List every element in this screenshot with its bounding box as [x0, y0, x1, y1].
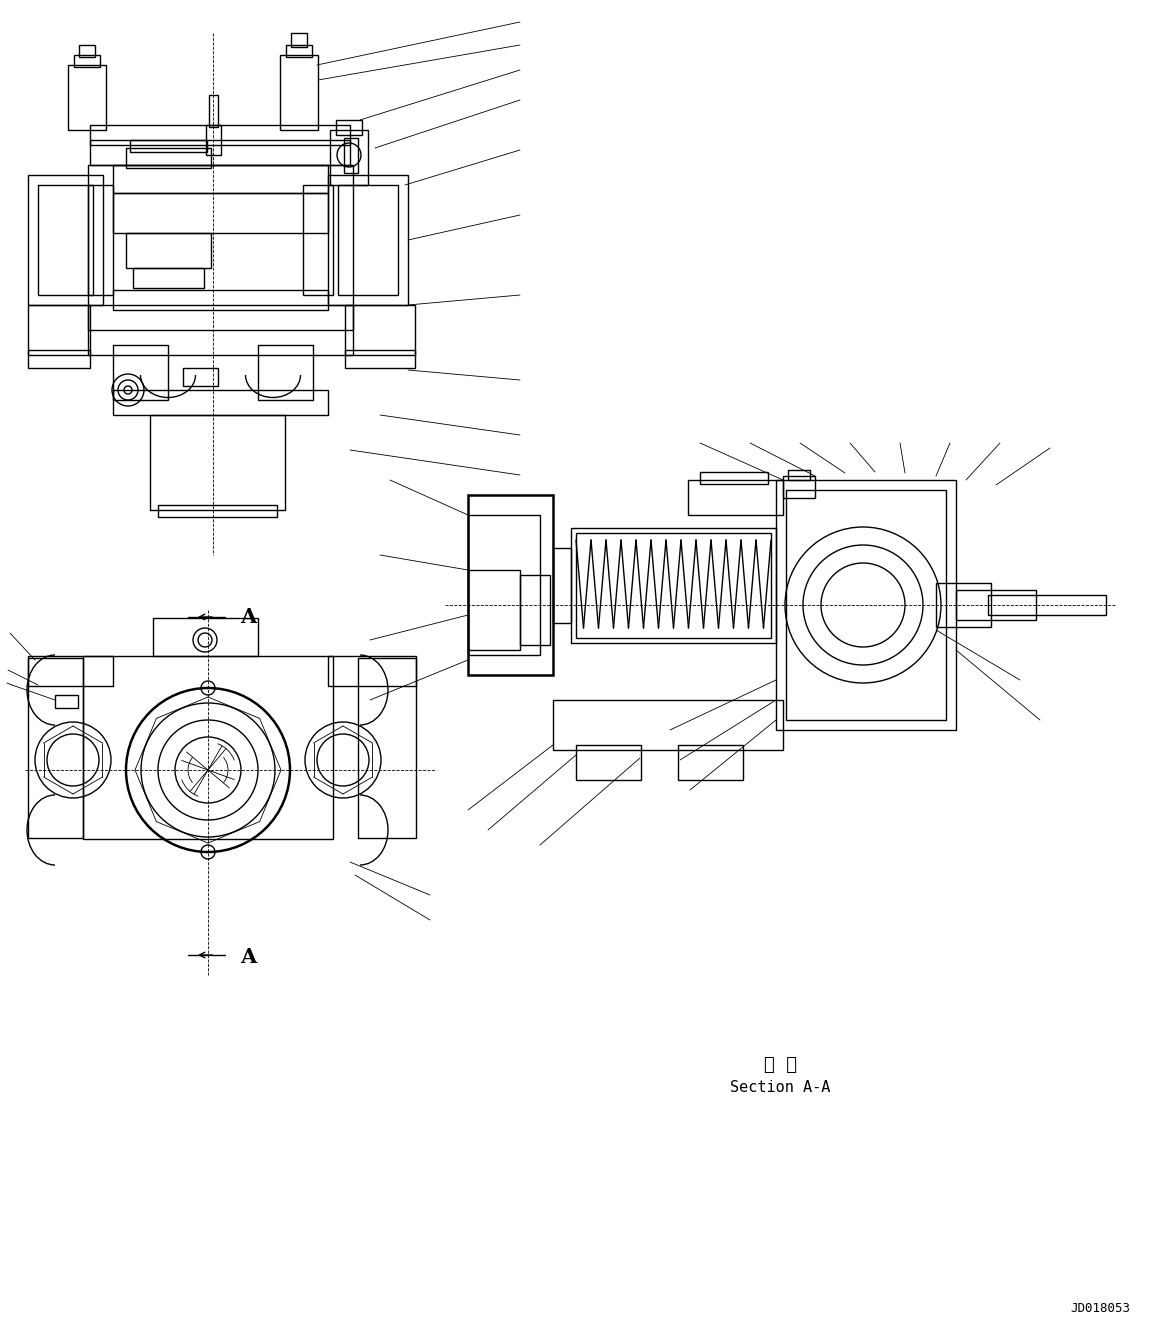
- Bar: [28, 350, 90, 367]
- Bar: [576, 532, 771, 638]
- Bar: [519, 575, 550, 646]
- Bar: [303, 185, 333, 295]
- Bar: [553, 700, 783, 749]
- Bar: [206, 125, 221, 154]
- Bar: [28, 174, 103, 305]
- Bar: [126, 233, 211, 268]
- Bar: [88, 305, 353, 355]
- Bar: [38, 185, 93, 295]
- Bar: [336, 120, 362, 134]
- Bar: [467, 570, 519, 650]
- Bar: [28, 305, 90, 355]
- Bar: [286, 45, 312, 57]
- Bar: [74, 55, 100, 67]
- Text: A: A: [239, 607, 256, 627]
- Bar: [330, 130, 368, 185]
- Bar: [345, 305, 415, 355]
- Bar: [280, 55, 318, 130]
- Bar: [776, 480, 956, 729]
- Bar: [786, 490, 946, 720]
- Bar: [90, 140, 351, 165]
- Bar: [68, 65, 106, 130]
- Bar: [327, 174, 408, 305]
- Bar: [88, 185, 113, 295]
- Bar: [113, 193, 327, 233]
- Bar: [467, 495, 553, 675]
- Bar: [79, 45, 95, 57]
- Bar: [90, 125, 351, 145]
- Bar: [28, 656, 113, 685]
- Bar: [159, 504, 277, 516]
- Text: A: A: [239, 946, 256, 968]
- Bar: [150, 415, 285, 510]
- Bar: [358, 658, 417, 839]
- Bar: [153, 618, 258, 656]
- Bar: [209, 95, 218, 126]
- Bar: [113, 390, 327, 415]
- Bar: [345, 350, 415, 367]
- Bar: [28, 658, 83, 839]
- Bar: [56, 695, 78, 708]
- Bar: [576, 745, 641, 780]
- Bar: [338, 185, 398, 295]
- Bar: [700, 473, 768, 484]
- Bar: [467, 515, 540, 655]
- Bar: [292, 33, 307, 47]
- Bar: [83, 656, 333, 839]
- Bar: [113, 290, 327, 310]
- Bar: [126, 148, 211, 168]
- Bar: [956, 590, 1036, 620]
- Bar: [133, 268, 204, 287]
- Bar: [788, 470, 810, 480]
- Bar: [688, 480, 783, 515]
- Bar: [344, 138, 358, 173]
- Bar: [678, 745, 743, 780]
- Bar: [572, 528, 776, 643]
- Text: 断  面: 断 面: [764, 1055, 796, 1074]
- Bar: [783, 476, 815, 498]
- Bar: [88, 165, 353, 330]
- Bar: [258, 345, 314, 401]
- Bar: [553, 548, 572, 623]
- Bar: [936, 583, 992, 627]
- Bar: [113, 345, 168, 401]
- Bar: [130, 140, 207, 152]
- Text: Section A-A: Section A-A: [730, 1081, 831, 1095]
- Bar: [113, 165, 327, 193]
- Bar: [327, 656, 417, 685]
- Text: JD018053: JD018053: [1070, 1302, 1130, 1315]
- Bar: [183, 367, 218, 386]
- Bar: [988, 595, 1106, 615]
